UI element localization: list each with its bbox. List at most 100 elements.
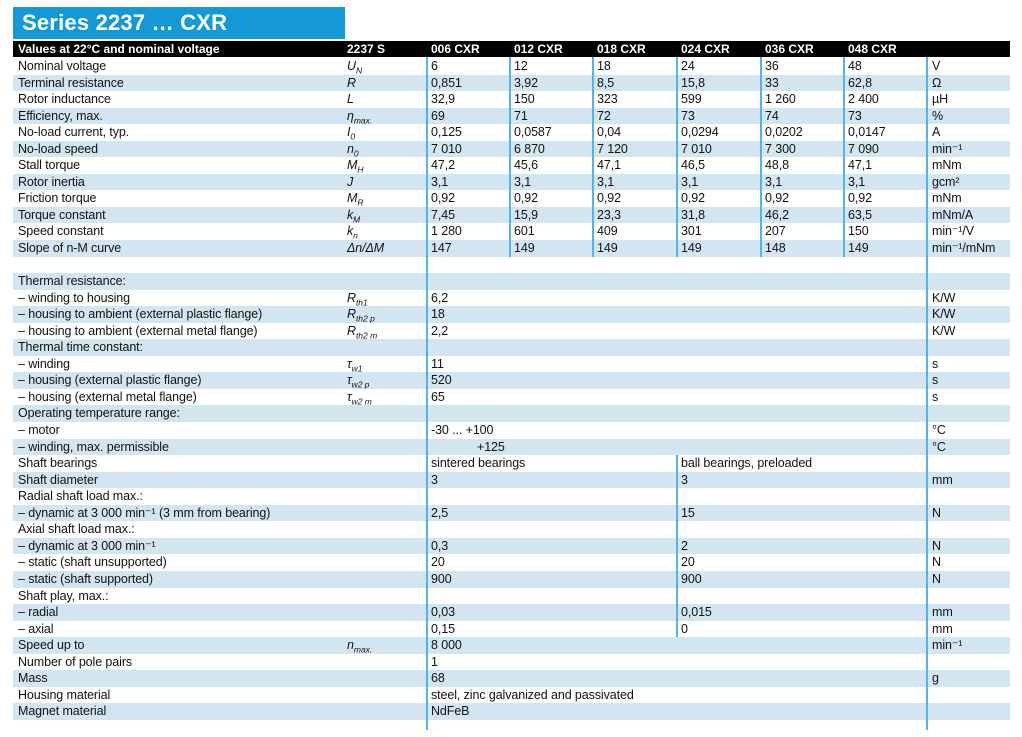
row-symbol: kn <box>347 224 358 241</box>
cell-value: 150 <box>848 224 869 239</box>
row-symbol: R <box>347 75 356 90</box>
cell-value: 18 <box>597 59 611 73</box>
row-label: Efficiency, max. <box>18 108 103 123</box>
table-row: – static (shaft unsupported) 20 20 N <box>13 554 1010 571</box>
cell-value: 147 <box>431 241 452 256</box>
row-label: – radial <box>18 605 59 620</box>
cell-value: 149 <box>681 241 702 256</box>
unit-cell: mNm <box>932 191 962 206</box>
divider-col-018 <box>592 57 594 257</box>
cell-value: 7 010 <box>431 141 462 156</box>
cell-value: 3,1 <box>765 174 783 189</box>
cell-value: 47,1 <box>597 158 621 173</box>
cell-value: 3,1 <box>597 174 615 189</box>
cell-value: 23,3 <box>597 207 621 222</box>
cell-value: 69 <box>431 108 445 123</box>
cell-value: 0,0147 <box>848 125 886 140</box>
table-row: – winding τw1 11 s <box>13 356 1010 374</box>
unit-cell: s <box>932 389 939 404</box>
row-label: – dynamic at 3 000 min⁻¹ <box>18 538 156 553</box>
cell-value: 900 <box>681 571 702 586</box>
table-row: Number of pole pairs 1 <box>13 654 1010 671</box>
row-label: Nominal voltage <box>18 59 107 73</box>
table-row: Shaft diameter 3 3 mm <box>13 471 1010 489</box>
table-row: – dynamic at 3 000 min⁻¹ (3 mm from bear… <box>13 504 1010 522</box>
column-header: 036 CXR <box>765 42 814 56</box>
cell-value: 2,5 <box>431 505 449 520</box>
cell-value: 148 <box>765 241 786 256</box>
table-row: Shaft play, max.: <box>13 588 1010 605</box>
cell-value: 47,2 <box>431 158 455 173</box>
cell-value: 0,0202 <box>765 125 803 140</box>
cell-value: 0,851 <box>431 75 462 90</box>
cell-value: 1 260 <box>765 92 796 107</box>
row-label: Rotor inertia <box>18 174 85 189</box>
cell-value: 599 <box>681 92 702 107</box>
row-label: Magnet material <box>18 704 107 719</box>
row-label: – housing to ambient (external metal fla… <box>18 323 258 338</box>
cell-value: 6 <box>431 59 438 73</box>
cell-value: 0,92 <box>765 191 789 206</box>
cell-value: 48,8 <box>765 158 789 173</box>
column-header: 024 CXR <box>681 42 730 56</box>
table-row: Radial shaft load max.: <box>13 488 1010 505</box>
unit-cell: mNm/A <box>932 207 974 222</box>
cell-value: ball bearings, preloaded <box>681 456 813 471</box>
row-label: Torque constant <box>18 207 106 222</box>
cell-value: 0,0587 <box>514 125 552 140</box>
table-row: Thermal time constant: <box>13 339 1010 356</box>
cell-value: 0,92 <box>514 191 538 206</box>
divider-bearing-cols <box>676 455 678 637</box>
table-row: No-load speed n0 7 010 6 870 7 120 7 010 7 300… <box>13 140 1010 158</box>
row-symbol: τw2 m <box>347 389 372 407</box>
table-row: Operating temperature range: <box>13 405 1010 423</box>
cell-value: 301 <box>681 224 702 239</box>
row-label: Rotor inductance <box>18 92 111 107</box>
table-row: No-load current, typ. I0 0,125 0,0587 0,04 0,… <box>13 124 1010 142</box>
cell-value: 7,45 <box>431 207 455 222</box>
cell-value: 1 280 <box>431 224 462 239</box>
unit-cell: mm <box>932 621 953 636</box>
table-row: – housing (external plastic flange) τw2 p… <box>13 372 1010 390</box>
cell-value: 0,03 <box>431 605 455 620</box>
cell-value: 36 <box>765 59 779 73</box>
row-label: Axial shaft load max.: <box>18 522 135 537</box>
cell-value: 0,92 <box>431 191 455 206</box>
table-row: – radial 0,03 0,015 mm <box>13 604 1010 621</box>
table-row: Nominal voltage UN 6 12 18 24 36 48 V <box>13 58 1010 76</box>
table-row: Terminal resistance R 0,851 3,92 8,5 15,8 33 62… <box>13 74 1010 92</box>
cell-value: 2 <box>681 538 688 553</box>
row-label: Stall torque <box>18 158 81 173</box>
unit-cell: % <box>932 108 944 123</box>
divider-col-024 <box>676 57 678 257</box>
table-row: Efficiency, max. ηmax. 69 71 72 73 74 73% <box>13 107 1010 125</box>
table-row: Speed up to nmax. 8 000 min⁻¹ <box>13 637 1010 655</box>
unit-cell: mm <box>932 472 953 487</box>
cell-value: 149 <box>597 241 618 256</box>
cell-value: 20 <box>431 555 445 570</box>
row-label: Number of pole pairs <box>18 654 133 669</box>
row-label: Operating temperature range: <box>18 406 180 421</box>
divider-col-048 <box>843 57 845 257</box>
cell-value: steel, zinc galvanized and passivated <box>431 687 634 702</box>
cell-value: 6 870 <box>514 141 545 156</box>
table-row: Torque constant kM 7,45 15,9 23,3 31,8 46,2 63,… <box>13 206 1010 224</box>
cell-value: 900 <box>431 571 452 586</box>
cell-value: 601 <box>514 224 535 239</box>
cell-value: 323 <box>597 92 618 107</box>
row-symbol: Rth2 p <box>347 307 375 324</box>
table-row: – housing to ambient (external metal fla… <box>13 323 1010 341</box>
row-label: – winding to housing <box>18 290 130 305</box>
cell-value: -30 ... +100 <box>431 423 494 438</box>
table-row: Speed constant kn 1 280 601 409 301 207 150 min⁻… <box>13 223 1010 241</box>
row-symbol: MH <box>347 158 364 175</box>
table-row: Rotor inertia J 3,1 3,1 3,1 3,1 3,1 3,1 gcm² <box>13 173 1010 191</box>
row-symbol: Rth1 <box>347 290 368 308</box>
row-label: – static (shaft unsupported) <box>18 555 167 570</box>
series-column-header: 2237 S <box>347 42 386 56</box>
table-row: Thermal resistance: <box>13 273 1010 290</box>
unit-cell: N <box>932 571 941 586</box>
cell-value: 24 <box>681 59 695 73</box>
table-row: – housing (external metal flange) τw2 m 65… <box>13 389 1010 407</box>
